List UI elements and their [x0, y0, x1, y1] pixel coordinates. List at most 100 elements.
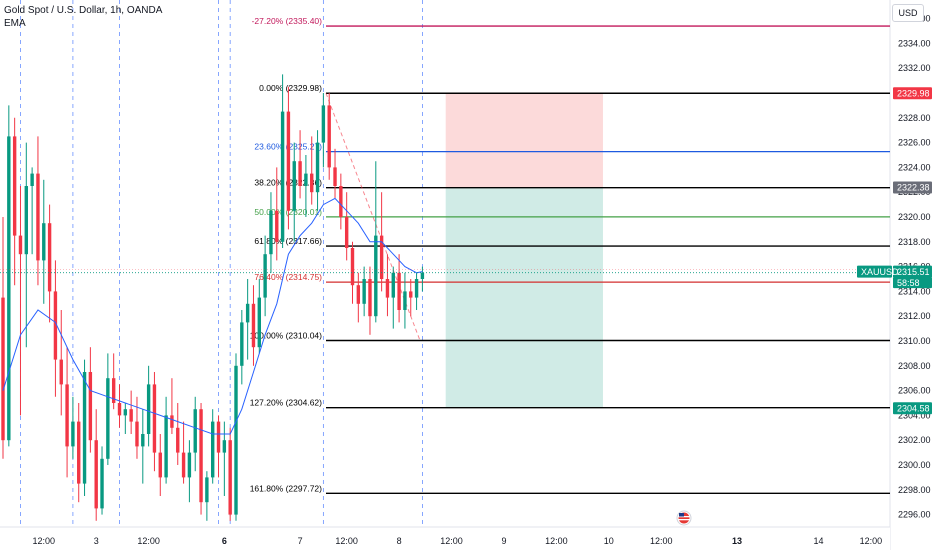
candle-body	[321, 105, 326, 143]
flag-stripe	[678, 519, 690, 521]
candle	[315, 130, 320, 211]
fib-level-label: 127.20% (2304.62)	[250, 398, 322, 408]
time-tick-label: 12:00	[335, 536, 358, 546]
candle	[146, 365, 151, 447]
candle	[71, 396, 75, 459]
candle	[82, 359, 87, 496]
candle	[385, 254, 390, 317]
time-axis-bg	[0, 527, 890, 550]
candle	[234, 353, 238, 521]
long-short-position-zones[interactable]	[445, 93, 603, 408]
candle-body	[24, 186, 28, 255]
candle-body	[234, 365, 238, 515]
candle-body	[263, 254, 267, 298]
ema-polyline	[2, 197, 423, 435]
last-price-tag-text: 2315.51	[897, 267, 930, 277]
bar-countdown-tag-text: 58:58	[897, 278, 920, 288]
economic-event-marker[interactable]	[676, 510, 692, 526]
candle-body	[111, 378, 116, 403]
time-tick-label: 12:00	[650, 536, 673, 546]
candle	[362, 266, 366, 317]
candle	[327, 93, 331, 180]
price-tick-label: 2300.00	[898, 460, 931, 470]
stop-price-tag-text: 2329.98	[897, 88, 930, 98]
candle	[391, 266, 395, 329]
time-tick-label: 3	[94, 536, 99, 546]
target-price-tag-text: 2304.58	[897, 403, 930, 413]
candle-body	[414, 279, 419, 298]
candle	[216, 415, 221, 478]
candle	[205, 471, 209, 521]
symbol-title[interactable]: Gold Spot / U.S. Dollar, 1h, OANDA	[4, 5, 163, 16]
us-flag-event-icon	[676, 510, 692, 526]
candle	[42, 179, 46, 304]
candle	[59, 310, 63, 416]
price-tick-label: 2298.00	[898, 485, 931, 495]
candle	[77, 403, 81, 503]
candle-body	[1, 297, 5, 441]
candle-body	[176, 427, 180, 453]
last-price-tag-bg	[893, 265, 932, 278]
fib-level-label: 76.40% (2314.75)	[254, 272, 322, 282]
candle	[286, 86, 291, 230]
candle	[263, 235, 267, 317]
candle-body	[181, 452, 186, 478]
candle	[88, 347, 93, 453]
candle-body	[193, 409, 197, 453]
candle	[420, 266, 425, 292]
candle-body	[280, 111, 285, 242]
last-price-tag: 2315.51	[893, 265, 932, 278]
price-tick-label: 2326.00	[898, 138, 931, 148]
stop-price-tag: 2329.98	[893, 87, 932, 100]
candle	[123, 403, 128, 434]
candle-body	[327, 105, 331, 168]
candle-body	[310, 173, 314, 193]
indicator-ema-label[interactable]: EMA	[4, 18, 26, 29]
candle	[240, 310, 244, 385]
time-tick-label: 10	[604, 536, 614, 546]
candle	[47, 204, 52, 323]
candle-body	[82, 372, 87, 484]
flag-stripe	[678, 516, 690, 518]
symbol-tag-text: XAUUSD	[861, 267, 899, 277]
time-tick-label: 14	[813, 536, 823, 546]
price-tick-label: 2312.00	[898, 311, 931, 321]
candle	[170, 378, 174, 434]
candle-body	[420, 272, 425, 279]
candle	[164, 396, 168, 484]
candle	[310, 136, 314, 205]
candle	[368, 266, 372, 335]
candle-body	[379, 235, 384, 279]
price-tick-label: 2314.00	[898, 286, 931, 296]
time-tick-label: 8	[397, 536, 402, 546]
time-tick-label: 12:00	[33, 536, 56, 546]
entry-price-tag-text: 2322.38	[897, 183, 930, 193]
price-tick-label: 2318.00	[898, 237, 931, 247]
fib-level-label: 100.00% (2310.04)	[250, 331, 322, 341]
candle	[251, 285, 256, 366]
candle-body	[146, 384, 151, 434]
time-tick-label: 12:00	[137, 536, 160, 546]
price-tick-label: 2304.00	[898, 410, 931, 420]
fib-level-label: 61.80% (2317.66)	[254, 236, 322, 246]
candle	[12, 117, 17, 286]
stop-loss-zone	[445, 93, 603, 188]
time-tick-label: 13	[732, 536, 742, 546]
price-tick-label: 2332.00	[898, 63, 931, 73]
candle	[321, 93, 326, 168]
candle-body	[77, 421, 81, 484]
candle-body	[356, 285, 361, 304]
candle	[94, 409, 98, 521]
candle-body	[53, 291, 58, 360]
currency-button[interactable]: USD	[892, 4, 924, 22]
candle	[339, 173, 343, 230]
time-axis[interactable]: 12:00 3 12:00 6 7 12:00 8 12:00 9 12:00 10 12:00 13 1…	[0, 527, 890, 550]
candle-body	[129, 409, 133, 422]
symbol-tag-bg	[857, 265, 892, 278]
bar-countdown-tag-bg	[893, 277, 932, 289]
candle-body	[123, 409, 128, 416]
candle-body	[304, 173, 308, 186]
candle-body	[199, 409, 203, 503]
